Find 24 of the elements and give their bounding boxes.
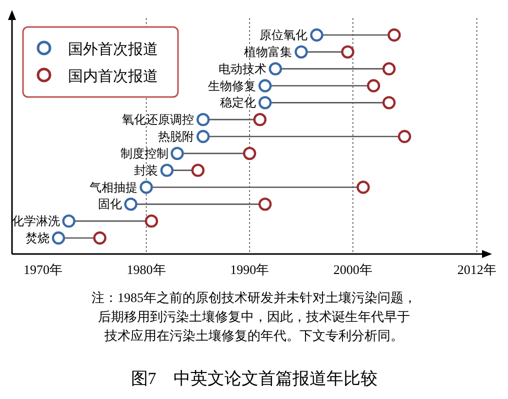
text: 技术应用在污染土壤修复的年代。下文专利分析同。 [104, 328, 404, 343]
x-tick-label: 1990年 [230, 262, 270, 277]
y-tick-label: 稳定化 [220, 96, 256, 110]
y-tick-label: 固化 [98, 197, 122, 212]
y-tick-label: 热脱附 [158, 130, 194, 144]
text: 后期移用到污染土壤修复中，因此，技术诞生年代早于 [98, 309, 410, 324]
y-tick-label: 电动技术 [218, 62, 266, 76]
x-tick-label: 2000年 [333, 262, 372, 277]
y-tick-label: 原位氧化 [260, 28, 308, 42]
legend-label: 国内首次报道 [68, 68, 158, 85]
y-tick-label: 生物修复 [208, 78, 256, 93]
y-tick-label: 焚烧 [25, 231, 50, 245]
text: 注：1985年之前的原创技术研发并未针对土壤污染问题， [92, 290, 416, 305]
y-tick-label: 氧化还原调控 [122, 112, 194, 127]
text: 图7 中英文论文首篇报道年比较 [130, 369, 378, 388]
y-tick-label: 植物富集 [244, 44, 292, 59]
y-tick-label: 气相抽提 [89, 180, 138, 194]
x-tick-label: 1980年 [126, 262, 166, 277]
y-tick-label: 封装 [134, 163, 158, 178]
y-tick-label: 制度控制 [120, 146, 168, 160]
x-tick-label: 2012年 [457, 262, 496, 277]
y-tick-label: 化学淋洗 [12, 214, 60, 228]
x-tick-label: 1970年 [23, 262, 62, 277]
legend-label: 国外首次报道 [68, 41, 158, 58]
